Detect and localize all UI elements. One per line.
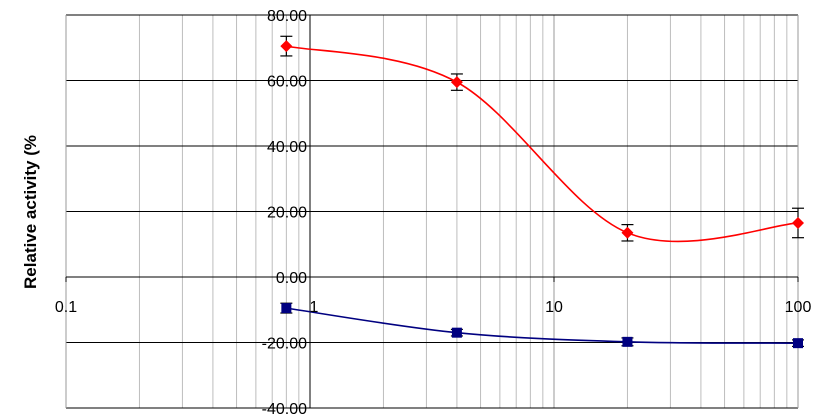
y-axis-title: Relative activity (% <box>21 135 40 289</box>
major-y-gridlines <box>66 14 798 409</box>
y-tick-label: -40.00 <box>262 401 307 418</box>
data-point-square <box>793 338 803 349</box>
y-tick-label: 80.00 <box>267 8 307 25</box>
series-line <box>286 45 799 243</box>
tick-labels: 80.00 60.00 40.00 20.00 0.00 -20.00 -40.00 0.1 1… <box>55 8 812 418</box>
y-tick-label: 60.00 <box>267 74 307 91</box>
series-line <box>286 307 799 344</box>
x-tick-label: 10 <box>545 299 563 316</box>
data-point-diamond <box>621 226 634 239</box>
data-point-diamond <box>450 76 463 89</box>
data-point-square <box>281 303 292 314</box>
y-tick-label: 20.00 <box>267 205 307 222</box>
y-tick-label: 0.00 <box>276 270 307 287</box>
y-tick-label: -20.00 <box>262 336 307 353</box>
data-point-diamond <box>280 40 293 53</box>
data-point-square <box>451 327 462 338</box>
x-tick-label: 1 <box>310 299 319 316</box>
series-2 <box>280 302 804 349</box>
series-layer <box>280 35 804 349</box>
y-tick-label: 40.00 <box>267 139 307 156</box>
x-tick-label: 100 <box>785 299 812 316</box>
data-point-diamond <box>792 216 804 229</box>
series-1 <box>280 35 804 243</box>
data-point-square <box>622 336 633 347</box>
x-tick-label: 0.1 <box>55 299 77 316</box>
